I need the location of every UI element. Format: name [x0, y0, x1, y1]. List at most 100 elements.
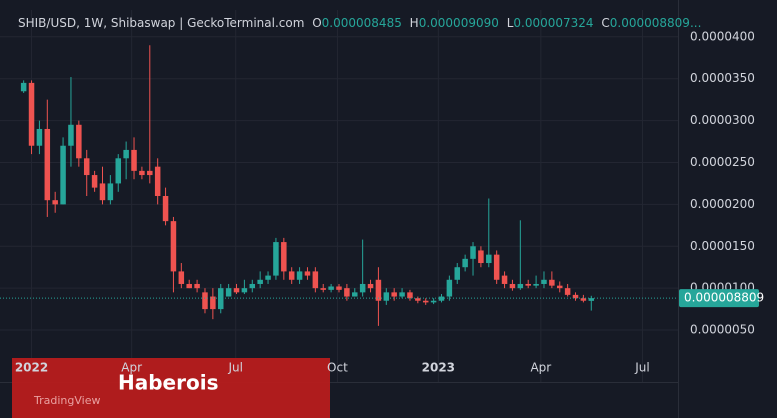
candle-body	[249, 283, 256, 289]
candle-body	[52, 200, 58, 205]
candle-body	[162, 196, 169, 222]
l-label: L	[507, 16, 514, 30]
last-price-box	[679, 289, 759, 308]
candle-body	[525, 283, 531, 286]
candle-body	[580, 298, 587, 301]
overlay-box	[12, 358, 330, 418]
y-tick-label: 0.0000300	[690, 113, 755, 127]
candle-body	[28, 82, 35, 146]
x-tick-label: 2023	[422, 361, 455, 375]
candle-body	[44, 128, 51, 201]
candle-body	[533, 283, 539, 286]
l-value: 0.000007324	[513, 16, 593, 30]
candle-body	[83, 158, 90, 176]
candle-body	[139, 170, 145, 176]
axes: 0.00000500.00001000.00001500.00002000.00…	[15, 29, 764, 374]
y-tick-label: 0.0000400	[690, 29, 755, 43]
candle-body	[304, 271, 311, 276]
candle-body	[588, 298, 595, 301]
x-tick-label: Apr	[530, 361, 551, 375]
grid	[0, 10, 678, 382]
candle-body	[556, 285, 563, 289]
candles	[0, 45, 678, 326]
candle-body	[99, 183, 106, 201]
h-value: 0.000009090	[419, 16, 499, 30]
candle-body	[509, 283, 516, 289]
candle-body	[115, 158, 122, 184]
candle-body	[257, 279, 263, 284]
candle-body	[383, 292, 390, 301]
candle-body	[359, 283, 366, 293]
candle-body	[154, 166, 161, 196]
candle-body	[367, 283, 374, 289]
candle-body	[462, 258, 468, 268]
candle-body	[241, 288, 248, 293]
x-tick-label: Jul	[634, 361, 649, 375]
candle-body	[288, 271, 295, 280]
c-value: 0.000008809...	[610, 16, 702, 30]
candle-body	[446, 279, 453, 297]
candle-body	[194, 283, 200, 289]
candle-body	[564, 288, 571, 295]
candle-body	[312, 271, 319, 289]
candle-body	[217, 288, 224, 310]
candle-body	[68, 124, 74, 146]
candle-body	[391, 292, 397, 297]
candle-body	[493, 254, 500, 280]
candle-body	[549, 279, 555, 286]
candle-body	[422, 300, 429, 303]
candle-body	[375, 279, 382, 301]
x-tick-label: Oct	[327, 361, 348, 375]
candle-body	[320, 288, 326, 290]
candle-body	[336, 286, 342, 290]
candle-body	[91, 175, 98, 188]
candle-body	[107, 183, 114, 201]
candle-body	[399, 292, 405, 297]
candle-body	[20, 82, 27, 92]
candle-body	[541, 279, 547, 284]
candle-body	[202, 292, 208, 310]
candle-body	[36, 128, 43, 146]
candle-body	[478, 250, 484, 264]
candle-body	[170, 221, 177, 272]
candle-body	[454, 267, 461, 280]
candle-body	[352, 292, 358, 297]
candle-body	[233, 288, 240, 293]
candle-body	[131, 149, 137, 171]
y-tick-label: 0.0000250	[690, 155, 755, 169]
symbol: SHIB/USD, 1W, Shibaswap | GeckoTerminal.…	[18, 16, 304, 30]
candle-body	[186, 283, 192, 289]
candle-body	[344, 288, 350, 297]
candle-body	[430, 300, 437, 303]
y-tick-label: 0.0000150	[690, 239, 755, 253]
candle-body	[415, 298, 421, 301]
x-tick-label: Jul	[227, 361, 242, 375]
candle-body	[328, 286, 334, 290]
header: SHIB/USD, 1W, Shibaswap | GeckoTerminal.…	[18, 16, 701, 30]
watermark: TradingView	[33, 394, 100, 407]
y-tick-label: 0.0000050	[690, 323, 755, 337]
candle-body	[407, 292, 413, 299]
x-tick-label: 2022	[15, 361, 48, 375]
candle-body	[281, 242, 287, 272]
candle-body	[178, 271, 185, 284]
x-tick-label: Apr	[121, 361, 142, 375]
last-price-label: 0.000008809	[684, 291, 764, 305]
candle-body	[60, 145, 66, 205]
candle-body	[225, 288, 232, 297]
y-tick-label: 0.0000200	[690, 197, 755, 211]
o-value: 0.000008485	[322, 16, 402, 30]
candle-body	[273, 242, 279, 276]
candle-body	[501, 275, 508, 284]
candle-body	[470, 246, 476, 259]
o-label: O	[312, 16, 321, 30]
candle-body	[210, 296, 216, 310]
h-label: H	[410, 16, 419, 30]
candle-body	[572, 294, 579, 299]
candle-body	[265, 275, 271, 280]
candle-body	[486, 254, 492, 264]
y-tick-label: 0.0000350	[690, 71, 755, 85]
